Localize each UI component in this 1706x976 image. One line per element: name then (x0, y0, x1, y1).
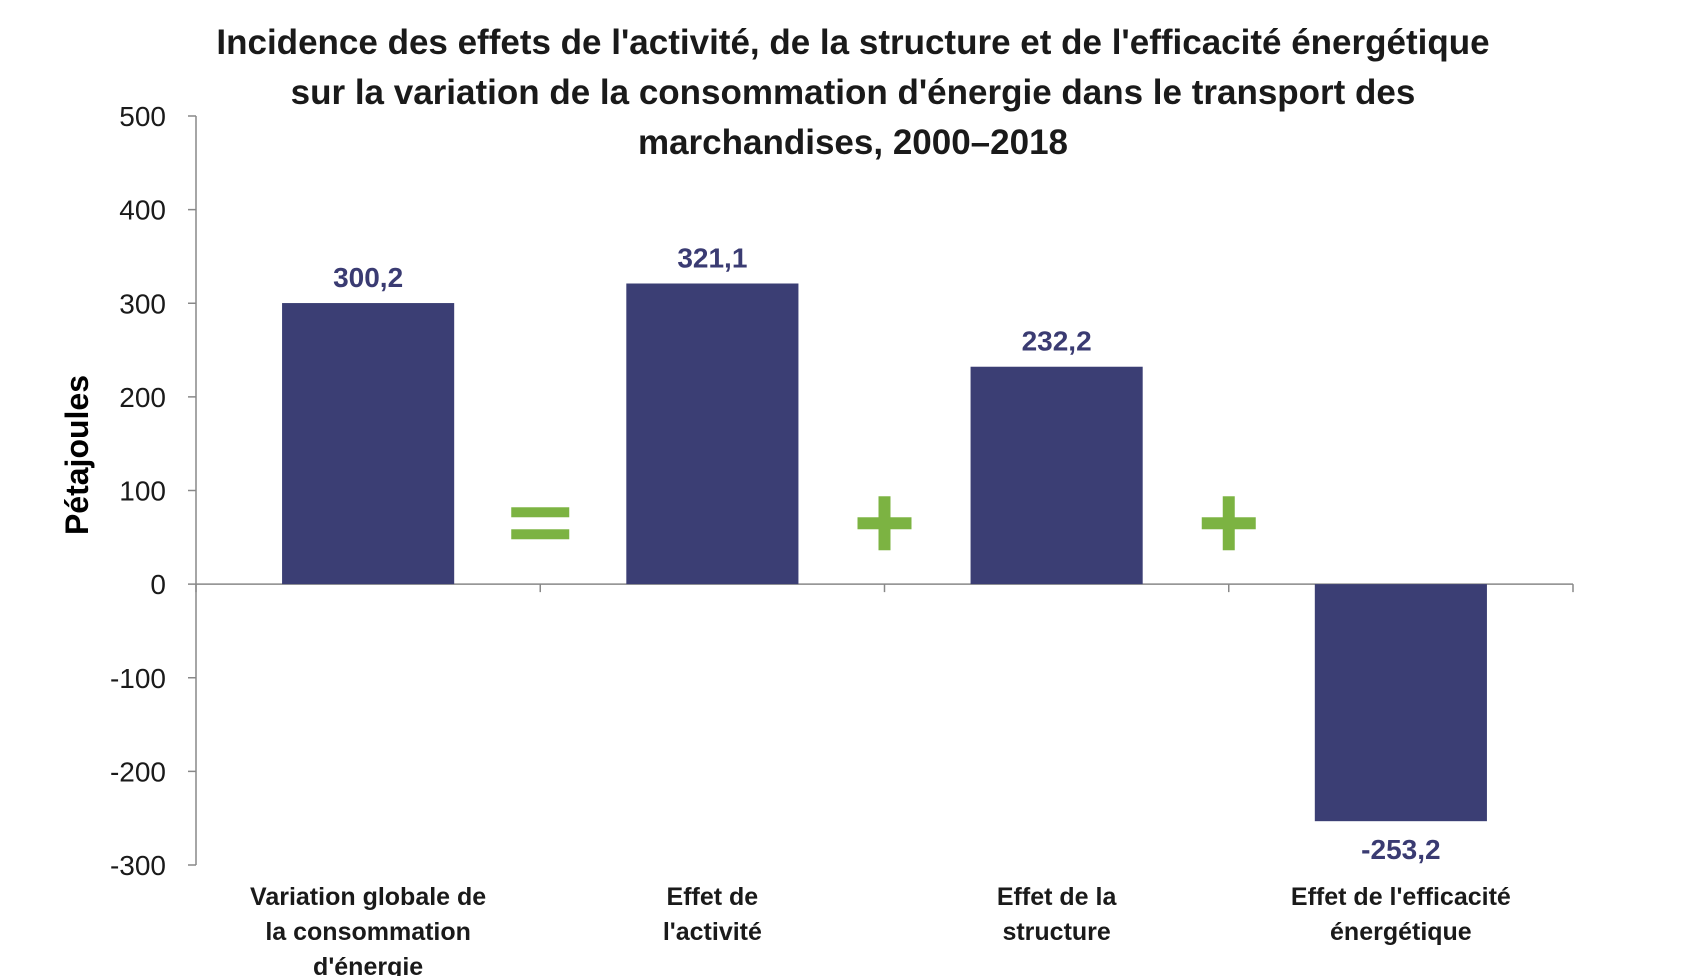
category-label: Effet de (667, 883, 759, 911)
data-label: -253,2 (1361, 834, 1440, 865)
category-label: Effet de l'efficacité (1291, 883, 1511, 911)
chart-title-line-1: Incidence des effets de l'activité, de l… (216, 23, 1490, 62)
category-label: d'énergie (313, 953, 423, 976)
y-tick-label: 300 (119, 288, 166, 319)
chart-title-line-2: sur la variation de la consommation d'én… (290, 73, 1416, 112)
operators (511, 496, 1256, 551)
data-label: 321,1 (677, 242, 747, 273)
data-labels: 300,2 321,1 232,2 -253,2 (333, 242, 1440, 865)
y-axis-label: Pétajoules (59, 375, 95, 535)
equals-sign (511, 507, 570, 540)
category-label: Variation globale de (250, 883, 486, 911)
y-tick-label: 500 (119, 101, 166, 132)
plus-sign (857, 496, 912, 551)
y-tick-label: -200 (110, 756, 166, 787)
plus-bar (878, 496, 891, 551)
y-tick-label: 200 (119, 382, 166, 413)
bar (282, 303, 455, 585)
y-tick-label: 0 (150, 569, 166, 600)
category-label: la consommation (265, 918, 471, 946)
y-tick-label: -100 (110, 663, 166, 694)
plus-sign (1201, 496, 1256, 551)
equals-bar (511, 529, 570, 540)
bar (626, 283, 799, 585)
y-tick-label: -300 (110, 850, 166, 881)
y-tick-label: 100 (119, 476, 166, 507)
bars (282, 283, 1487, 822)
chart-title: Incidence des effets de l'activité, de l… (0, 18, 1706, 168)
y-tick-label: 400 (119, 195, 166, 226)
category-label: structure (1002, 918, 1110, 946)
category-labels: Variation globale de la consommation d'éne… (250, 883, 1511, 976)
category-label: énergétique (1330, 918, 1472, 946)
equals-bar (511, 507, 570, 518)
bar (1314, 584, 1487, 822)
plus-bar (1222, 496, 1235, 551)
chart-title-line-3: marchandises, 2000–2018 (637, 123, 1069, 162)
category-label: l'activité (663, 918, 762, 946)
data-label: 300,2 (333, 262, 403, 293)
bar (970, 366, 1143, 585)
data-label: 232,2 (1022, 326, 1092, 357)
category-label: Effet de la (997, 883, 1118, 911)
